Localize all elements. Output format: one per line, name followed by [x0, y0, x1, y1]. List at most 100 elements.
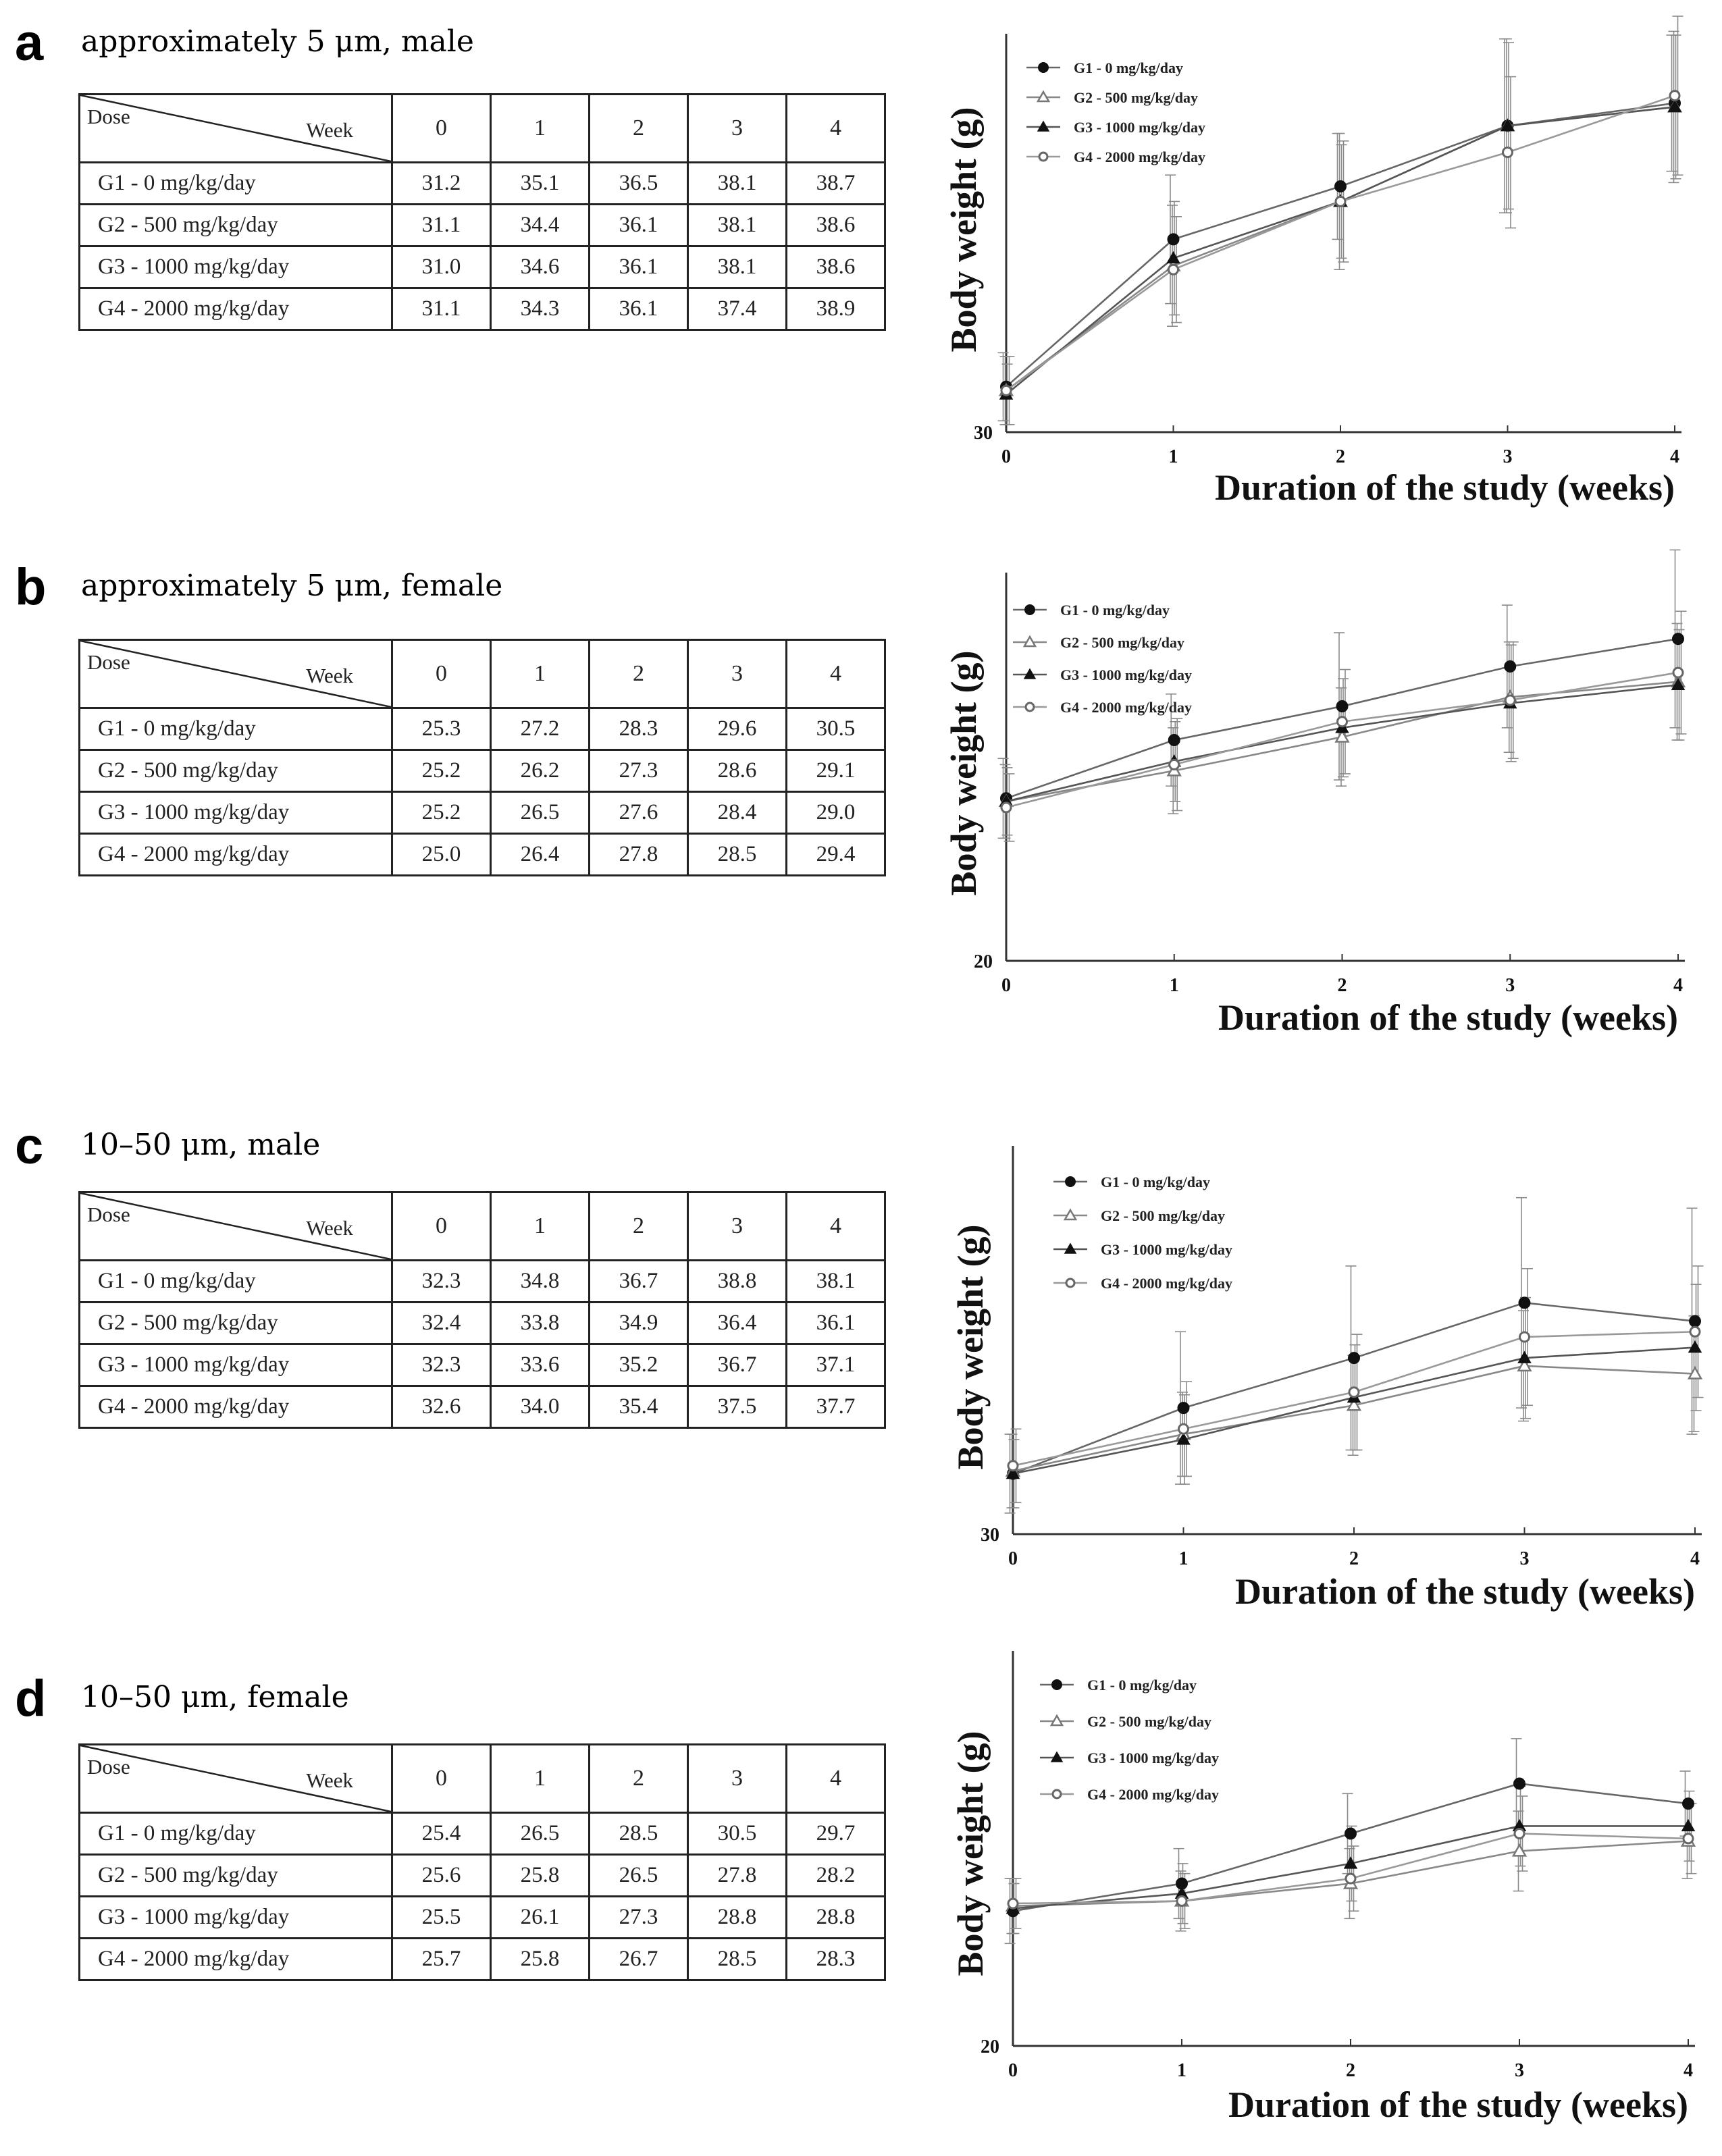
table-cell: 36.1 [588, 245, 689, 289]
x-tick-label: 2 [1349, 1548, 1359, 1569]
table-corner-header: Dose Week [78, 639, 393, 709]
x-tick-label: 0 [1008, 1548, 1018, 1569]
table-corner-header: Dose Week [78, 1191, 393, 1261]
table-cell: 28.3 [588, 707, 689, 751]
table-row: G1 - 0 mg/kg/day 32.3 34.8 36.7 38.8 38.… [78, 1259, 886, 1303]
data-table: Dose Week 0 1 2 3 4 G1 - 0 mg/kg/day 25.… [78, 1743, 886, 1981]
week-header: Week [306, 664, 353, 687]
x-tick-label: 3 [1505, 975, 1515, 996]
table-cell: 36.7 [588, 1259, 689, 1303]
marker-g1-point [1167, 233, 1180, 246]
x-tick-label: 3 [1520, 1548, 1530, 1569]
row-label: G4 - 2000 mg/kg/day [78, 1385, 393, 1429]
data-table: Dose Week 0 1 2 3 4 G1 - 0 mg/kg/day 32.… [78, 1191, 886, 1429]
row-label: G1 - 0 mg/kg/day [78, 707, 393, 751]
data-table: Dose Week 0 1 2 3 4 G1 - 0 mg/kg/day 25.… [78, 639, 886, 876]
marker-g2-point [1063, 1208, 1078, 1221]
marker-g1-point [1177, 1402, 1190, 1415]
marker-g4-point [1502, 147, 1513, 159]
dose-header: Dose [87, 105, 130, 128]
table-cell: 25.8 [490, 1853, 590, 1897]
table-cell: 30.5 [687, 1812, 787, 1856]
table-row: G1 - 0 mg/kg/day 25.3 27.2 28.3 29.6 30.… [78, 707, 886, 751]
table-cell: 32.6 [391, 1385, 492, 1429]
table-cell: 34.9 [588, 1301, 689, 1345]
table-cell: 37.5 [687, 1385, 787, 1429]
dose-header: Dose [87, 1203, 130, 1226]
table-cell: 28.4 [687, 791, 787, 835]
x-axis-title: Duration of the study (weeks) [1235, 1571, 1695, 1612]
table-cell: 36.5 [588, 161, 689, 205]
y-tick-label: 30 [981, 1525, 999, 1546]
table-cell: 29.4 [785, 833, 886, 876]
marker-g2-point [1036, 90, 1051, 103]
table-cell: 38.6 [785, 245, 886, 289]
week-column-header: 2 [588, 639, 689, 709]
x-axis-title: Duration of the study (weeks) [1218, 997, 1678, 1038]
table-cell: 36.1 [588, 203, 689, 247]
table-cell: 34.6 [490, 245, 590, 289]
table-cell: 37.1 [785, 1343, 886, 1387]
legend-label: G1 - 0 mg/kg/day [1101, 1174, 1210, 1190]
table-cell: 35.4 [588, 1385, 689, 1429]
marker-g4-point [1000, 384, 1012, 396]
week-header: Week [306, 1216, 353, 1240]
table-row: G4 - 2000 mg/kg/day 32.6 34.0 35.4 37.5 … [78, 1385, 886, 1429]
week-column-header: 3 [687, 639, 787, 709]
y-tick-label: 20 [981, 2036, 999, 2057]
marker-g2-point [1049, 1714, 1064, 1727]
legend-label: G1 - 0 mg/kg/day [1087, 1677, 1197, 1693]
table-row: G4 - 2000 mg/kg/day 31.1 34.3 36.1 37.4 … [78, 287, 886, 331]
marker-g3-point [1064, 1242, 1077, 1254]
week-column-header: 0 [391, 639, 492, 709]
marker-g4-point [1345, 1872, 1357, 1885]
marker-g3-point [1517, 1350, 1532, 1363]
marker-g2-point [1334, 729, 1350, 743]
table-cell: 36.7 [687, 1343, 787, 1387]
panel-letter: b [15, 558, 47, 616]
body-weight-chart-b: 0 1 2 3 4 20 Body weight (g) Duration of the st… [943, 549, 1687, 1038]
row-label: G2 - 500 mg/kg/day [78, 1301, 393, 1345]
table-cell: 29.6 [687, 707, 787, 751]
week-column-header: 4 [785, 1191, 886, 1261]
week-column-header: 0 [391, 1191, 492, 1261]
table-cell: 29.0 [785, 791, 886, 835]
table-row: G2 - 500 mg/kg/day 25.2 26.2 27.3 28.6 2… [78, 749, 886, 793]
row-label: G4 - 2000 mg/kg/day [78, 287, 393, 331]
table-cell: 26.5 [490, 791, 590, 835]
x-axis-title: Duration of the study (weeks) [1228, 2084, 1688, 2125]
table-cell: 37.7 [785, 1385, 886, 1429]
row-label: G4 - 2000 mg/kg/day [78, 833, 393, 876]
table-cell: 30.5 [785, 707, 886, 751]
marker-g3-point [1681, 1818, 1696, 1832]
x-tick-label: 0 [1008, 2060, 1018, 2081]
table-cell: 28.8 [785, 1895, 886, 1939]
marker-g4-point [1000, 801, 1012, 814]
table-cell: 32.3 [391, 1343, 492, 1387]
legend-label: G3 - 1000 mg/kg/day [1101, 1241, 1232, 1258]
table-cell: 28.5 [687, 833, 787, 876]
table-row: G1 - 0 mg/kg/day 31.2 35.1 36.5 38.1 38.… [78, 161, 886, 205]
y-tick-label: 20 [974, 951, 993, 972]
marker-g4-point [1051, 1789, 1062, 1799]
row-label: G4 - 2000 mg/kg/day [78, 1937, 393, 1981]
row-label: G1 - 0 mg/kg/day [78, 161, 393, 205]
legend-label: G4 - 2000 mg/kg/day [1060, 699, 1192, 716]
marker-g4-point [1178, 1423, 1189, 1435]
row-label: G1 - 0 mg/kg/day [78, 1259, 393, 1303]
body-weight-chart-c: 0 1 2 3 4 30 Body weight (g) Duration of the st… [950, 1146, 1704, 1612]
table-cell: 27.3 [588, 1895, 689, 1939]
table-row: G2 - 500 mg/kg/day 32.4 33.8 34.9 36.4 3… [78, 1301, 886, 1345]
series-line [1006, 102, 1675, 388]
table-cell: 36.1 [588, 287, 689, 331]
panel-title: 10–50 μm, male [81, 1128, 321, 1162]
table-cell: 25.8 [490, 1937, 590, 1981]
table-cell: 25.7 [391, 1937, 492, 1981]
corner-diagonal [80, 641, 391, 707]
panel-letter: a [15, 14, 44, 72]
marker-g4-point [1348, 1386, 1360, 1398]
table-cell: 25.4 [391, 1812, 492, 1856]
marker-g1-point [1334, 180, 1347, 192]
table-row: G2 - 500 mg/kg/day 25.6 25.8 26.5 27.8 2… [78, 1853, 886, 1897]
table-cell: 38.1 [687, 161, 787, 205]
